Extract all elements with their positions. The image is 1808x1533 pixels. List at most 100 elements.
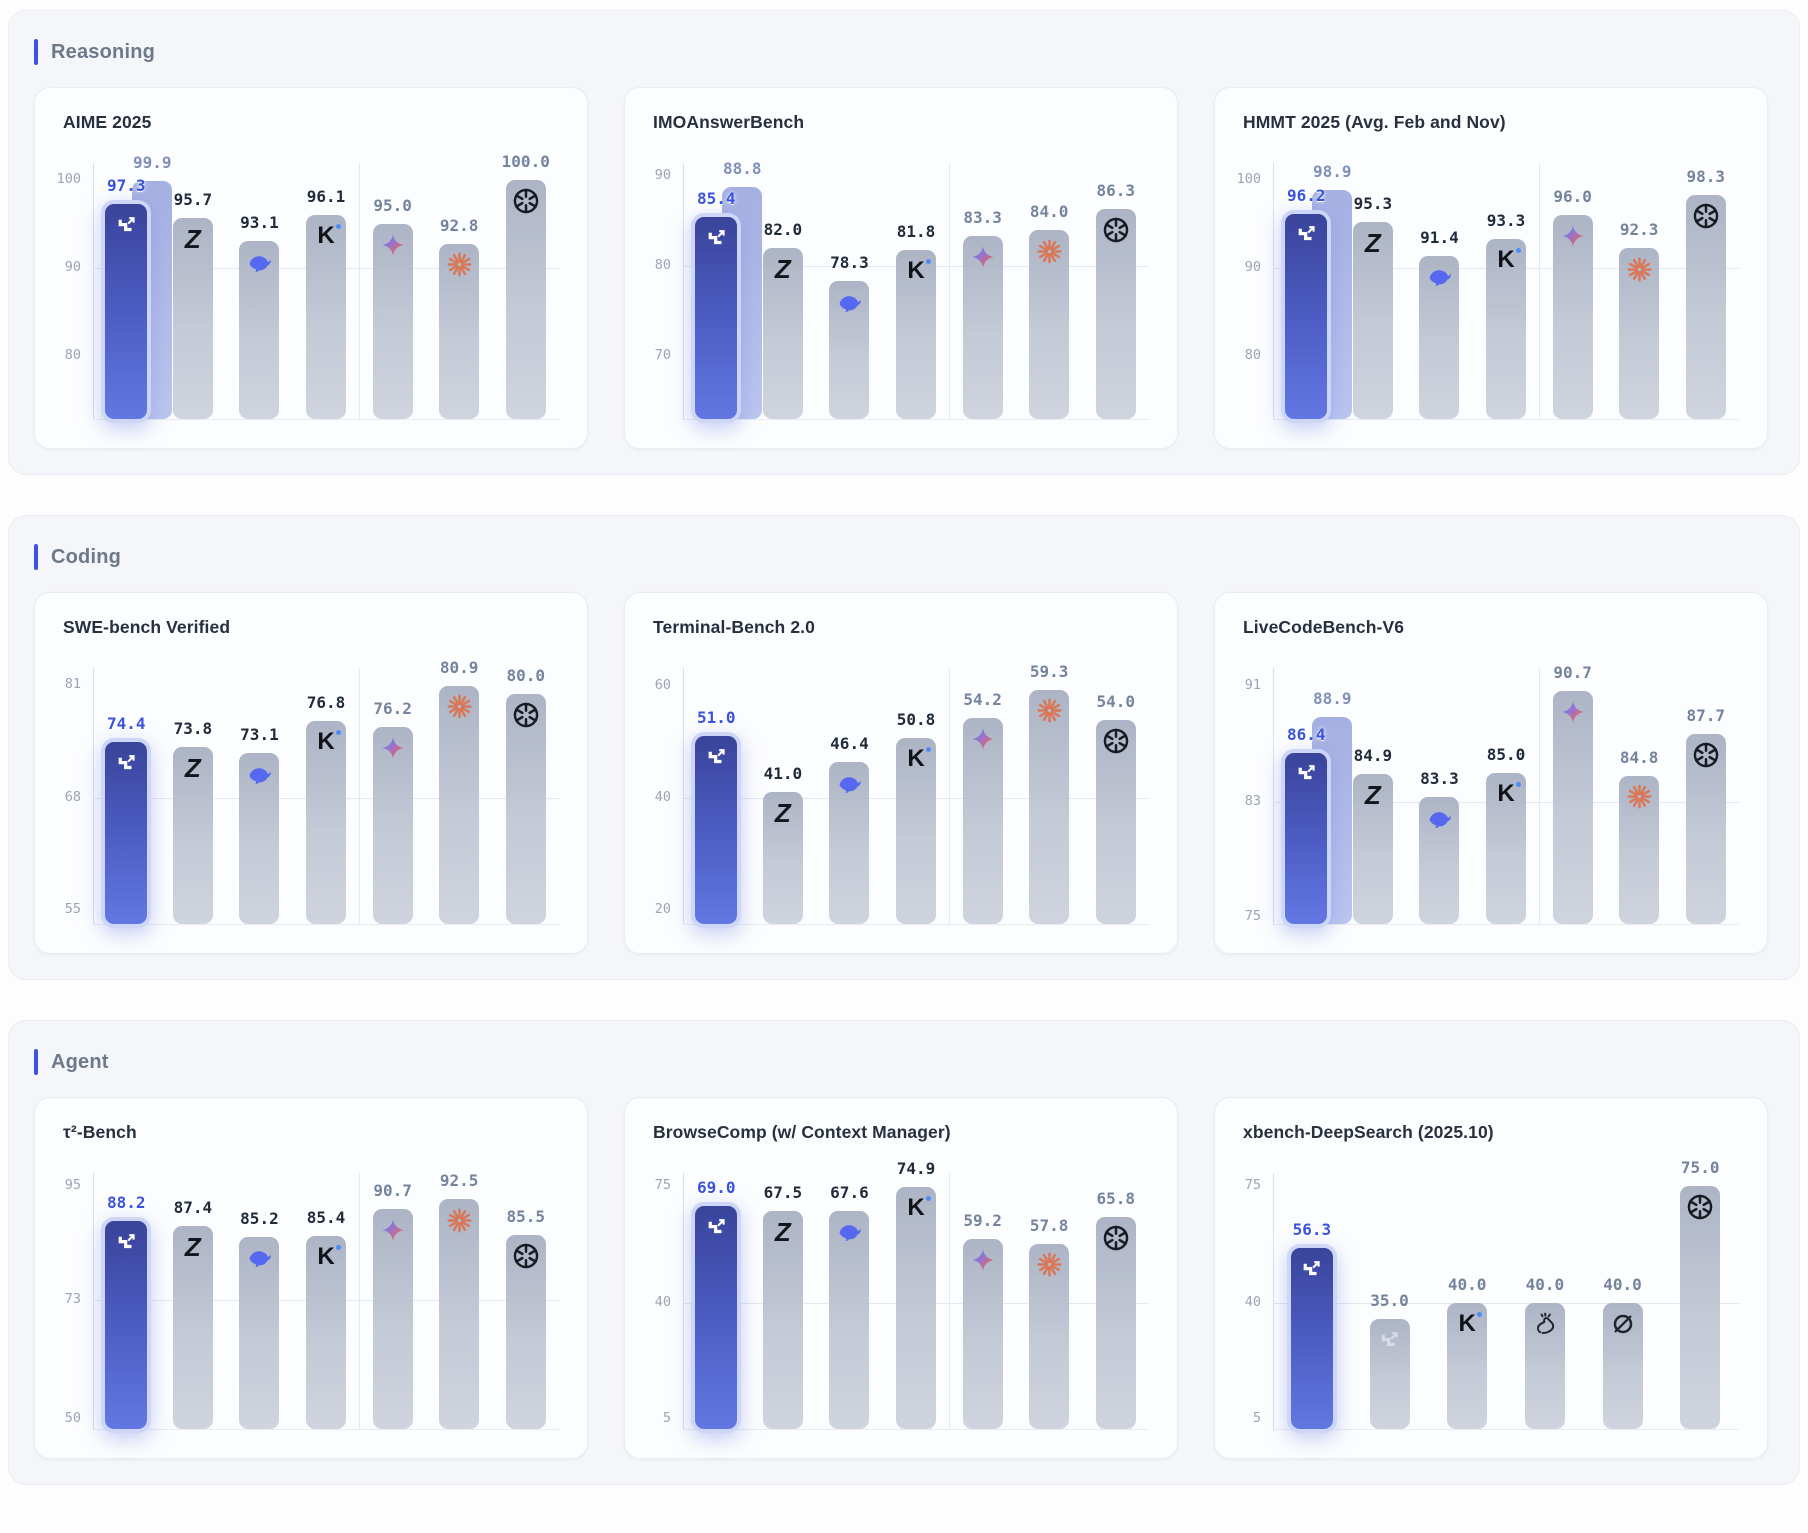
chart-card-browsecomp: BrowseComp (w/ Context Manager) 75 40 5 69.0… — [624, 1097, 1178, 1459]
bar-slot: K 76.8 — [293, 672, 360, 924]
plot-area: 75 40 5 69.0 Z 67.5 67.6 K 74.9 59.2 57.8 65.8 — [655, 1159, 1149, 1430]
bar-slot: 57.8 — [1016, 1177, 1083, 1429]
z-icon: Z — [1364, 780, 1381, 811]
bar-value: 40.0 — [1525, 1274, 1565, 1294]
bar-openai — [1680, 1186, 1721, 1429]
bar-value: 93.1 — [240, 213, 279, 233]
stairs-icon — [702, 743, 730, 771]
x-baseline — [1273, 1429, 1739, 1430]
chart-title: τ²-Bench — [63, 1122, 137, 1142]
claude-icon — [1035, 1251, 1063, 1279]
bar-whale — [829, 281, 870, 419]
bar-slot: 92.3 — [1606, 167, 1673, 419]
bar-value: 75.0 — [1680, 1158, 1720, 1178]
bar-value: 86.3 — [1096, 181, 1136, 201]
z-icon: Z — [774, 254, 791, 284]
bar-value: 78.3 — [830, 253, 869, 273]
bar-slot: 83.3 — [949, 167, 1016, 419]
whale-icon — [245, 760, 273, 788]
bar-slot: 92.8 — [426, 167, 493, 419]
bar-slot: 84.8 — [1606, 672, 1673, 924]
chart-card-imo-answerbench: IMOAnswerBench 90 80 70 88.8 85.4 Z 82.0 78.3 K 81… — [624, 87, 1178, 449]
chart-title: AIME 2025 — [63, 112, 152, 132]
bar-claude — [439, 243, 480, 419]
bar-slot: K 96.1 — [293, 167, 360, 419]
bar-slot: 84.0 — [1016, 167, 1083, 419]
bar-gemini — [372, 224, 413, 419]
bar-value: 92.3 — [1619, 220, 1659, 240]
y-tick-label: 40 — [1244, 1293, 1261, 1310]
y-tick-label: 68 — [64, 788, 81, 805]
bar-value: 90.7 — [1553, 662, 1592, 682]
bar-hand — [1524, 1302, 1565, 1429]
bar-value: 100.0 — [501, 152, 550, 172]
bar-value: 86.4 — [1287, 724, 1326, 744]
bar-value: 76.8 — [306, 693, 346, 713]
bar-value: 59.2 — [963, 1210, 1002, 1230]
claude-icon — [445, 251, 473, 279]
bar-value: 59.3 — [1029, 661, 1069, 681]
y-axis — [93, 1173, 94, 1429]
bar-k: K — [306, 214, 347, 419]
bar-k: K — [306, 1235, 347, 1429]
bar-slots: 88.9 86.4 Z 84.9 83.3 K 85.0 90.7 84.8 87.7 — [1273, 663, 1739, 924]
bar-stairs — [1290, 1248, 1333, 1429]
stairs-icon — [112, 1228, 140, 1256]
ghost-bar-value: 88.8 — [723, 158, 762, 178]
group-divider — [359, 163, 361, 419]
y-tick-label: 75 — [1244, 1177, 1261, 1194]
x-baseline — [1273, 419, 1739, 420]
bar-k: K — [1447, 1302, 1488, 1429]
ghost-bar-value: 98.9 — [1313, 161, 1352, 181]
k-icon: K — [312, 728, 341, 756]
bar-value: 96.2 — [1287, 185, 1326, 205]
bar-slot: 74.4 — [93, 672, 160, 924]
bar-value: 80.0 — [506, 665, 546, 685]
bar-slot: 100.0 — [492, 152, 559, 419]
bar-gemini — [1552, 215, 1593, 419]
bar-whale — [239, 241, 280, 419]
claude-icon — [445, 1206, 473, 1234]
bar-gemini — [372, 1208, 413, 1429]
bar-value: 69.0 — [697, 1178, 736, 1198]
bar-slot: K 81.8 — [883, 167, 950, 419]
y-axis — [683, 1173, 684, 1429]
y-tick-label: 40 — [654, 789, 671, 805]
bar-value: 93.3 — [1486, 211, 1526, 231]
bar-z: Z — [1352, 221, 1393, 419]
bar-value: 84.8 — [1619, 747, 1659, 767]
y-tick-label: 55 — [64, 901, 81, 918]
openai-icon — [512, 187, 540, 215]
bar-value: 76.2 — [373, 698, 412, 718]
y-tick-label: 100 — [56, 171, 81, 188]
bar-slot: 40.0 — [1584, 1177, 1662, 1429]
whale-icon — [835, 769, 863, 797]
bar-slot: 73.1 — [226, 672, 293, 924]
bar-value: 85.0 — [1486, 744, 1526, 764]
y-tick-label: 100 — [1236, 171, 1261, 188]
bar-value: 74.4 — [107, 714, 146, 734]
k-icon: K — [312, 1243, 341, 1271]
bar-value: 95.7 — [173, 190, 213, 210]
z-icon: Z — [774, 798, 791, 829]
y-axis — [1273, 1173, 1274, 1429]
section-label: Coding — [51, 545, 122, 568]
bar-value: 95.0 — [373, 196, 412, 216]
claude-icon — [1035, 697, 1063, 725]
chart-title: HMMT 2025 (Avg. Feb and Nov) — [1243, 112, 1506, 132]
bar-z: Z — [172, 218, 213, 419]
bar-whale — [1419, 255, 1460, 419]
bar-slot: Z 67.5 — [750, 1177, 817, 1429]
bar-value: 85.2 — [240, 1208, 279, 1228]
y-tick-label: 95 — [64, 1177, 81, 1194]
k-icon: K — [902, 257, 931, 285]
group-divider — [949, 668, 951, 924]
bar-slots: 69.0 Z 67.5 67.6 K 74.9 59.2 57.8 65.8 — [683, 1159, 1149, 1429]
bar-slot: Z 95.7 — [160, 167, 227, 419]
bar-slot: 98.9 96.2 — [1273, 162, 1353, 419]
bar-value: 84.0 — [1029, 202, 1069, 221]
bar-value: 73.8 — [173, 719, 213, 739]
claude-icon — [1625, 255, 1653, 283]
bar-k: K — [1486, 772, 1527, 924]
bar-slot: 65.8 — [1082, 1177, 1149, 1429]
